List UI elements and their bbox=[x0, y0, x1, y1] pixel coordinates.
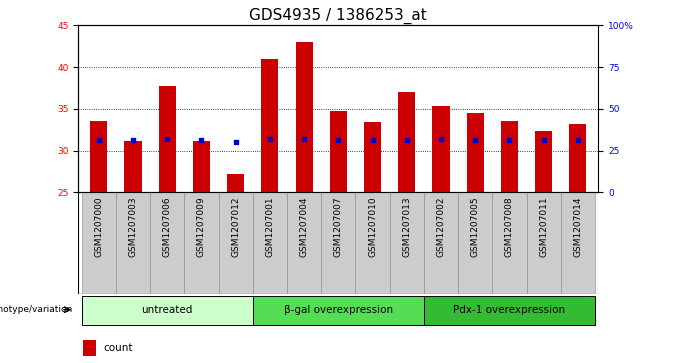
Point bbox=[401, 137, 412, 143]
Bar bbox=[330, 111, 347, 192]
Text: GSM1207008: GSM1207008 bbox=[505, 196, 514, 257]
Bar bbox=[398, 92, 415, 192]
Point bbox=[367, 137, 378, 143]
Point bbox=[231, 139, 241, 145]
Bar bbox=[321, 192, 356, 294]
Bar bbox=[253, 295, 424, 325]
Bar bbox=[227, 174, 244, 192]
Point bbox=[538, 137, 549, 143]
Text: genotype/variation: genotype/variation bbox=[0, 305, 73, 314]
Bar bbox=[296, 42, 313, 192]
Bar bbox=[184, 192, 218, 294]
Bar bbox=[158, 86, 175, 192]
Bar bbox=[356, 192, 390, 294]
Point bbox=[299, 136, 309, 142]
Point bbox=[504, 137, 515, 143]
Text: GSM1207009: GSM1207009 bbox=[197, 196, 206, 257]
Bar bbox=[364, 122, 381, 192]
Title: GDS4935 / 1386253_at: GDS4935 / 1386253_at bbox=[250, 8, 427, 24]
Text: GSM1207005: GSM1207005 bbox=[471, 196, 479, 257]
Bar bbox=[535, 131, 552, 192]
Text: GSM1207003: GSM1207003 bbox=[129, 196, 137, 257]
Text: β-gal overexpression: β-gal overexpression bbox=[284, 305, 393, 315]
Point bbox=[196, 137, 207, 143]
Bar bbox=[82, 295, 253, 325]
Bar bbox=[218, 192, 253, 294]
Text: untreated: untreated bbox=[141, 305, 193, 315]
Text: GSM1207007: GSM1207007 bbox=[334, 196, 343, 257]
Bar bbox=[261, 59, 278, 192]
Bar bbox=[287, 192, 321, 294]
Text: count: count bbox=[103, 343, 133, 353]
Point bbox=[333, 137, 343, 143]
Bar bbox=[193, 140, 210, 192]
Point bbox=[573, 137, 583, 143]
Text: GSM1207013: GSM1207013 bbox=[403, 196, 411, 257]
Bar bbox=[116, 192, 150, 294]
Bar bbox=[501, 121, 518, 192]
Text: GSM1207006: GSM1207006 bbox=[163, 196, 171, 257]
Text: GSM1207000: GSM1207000 bbox=[95, 196, 103, 257]
Point bbox=[265, 136, 275, 142]
Bar bbox=[432, 106, 449, 192]
Text: GSM1207014: GSM1207014 bbox=[573, 196, 582, 257]
Bar bbox=[124, 140, 141, 192]
Bar bbox=[390, 192, 424, 294]
Bar bbox=[561, 192, 595, 294]
Bar bbox=[466, 113, 483, 192]
Text: Pdx-1 overexpression: Pdx-1 overexpression bbox=[454, 305, 566, 315]
Bar bbox=[150, 192, 184, 294]
Text: GSM1207002: GSM1207002 bbox=[437, 196, 445, 257]
Point bbox=[162, 136, 173, 142]
Bar bbox=[253, 192, 287, 294]
Bar bbox=[424, 192, 458, 294]
Bar bbox=[424, 295, 595, 325]
Point bbox=[93, 137, 104, 143]
Bar bbox=[84, 340, 97, 356]
Text: GSM1207001: GSM1207001 bbox=[265, 196, 274, 257]
Text: GSM1207004: GSM1207004 bbox=[300, 196, 309, 257]
Point bbox=[470, 137, 481, 143]
Point bbox=[435, 136, 446, 142]
Bar bbox=[458, 192, 492, 294]
Text: GSM1207011: GSM1207011 bbox=[539, 196, 548, 257]
Text: GSM1207012: GSM1207012 bbox=[231, 196, 240, 257]
Bar bbox=[492, 192, 526, 294]
Point bbox=[128, 137, 139, 143]
Bar bbox=[526, 192, 561, 294]
Bar bbox=[90, 121, 107, 192]
Bar bbox=[569, 124, 586, 192]
Bar bbox=[82, 192, 116, 294]
Text: GSM1207010: GSM1207010 bbox=[368, 196, 377, 257]
